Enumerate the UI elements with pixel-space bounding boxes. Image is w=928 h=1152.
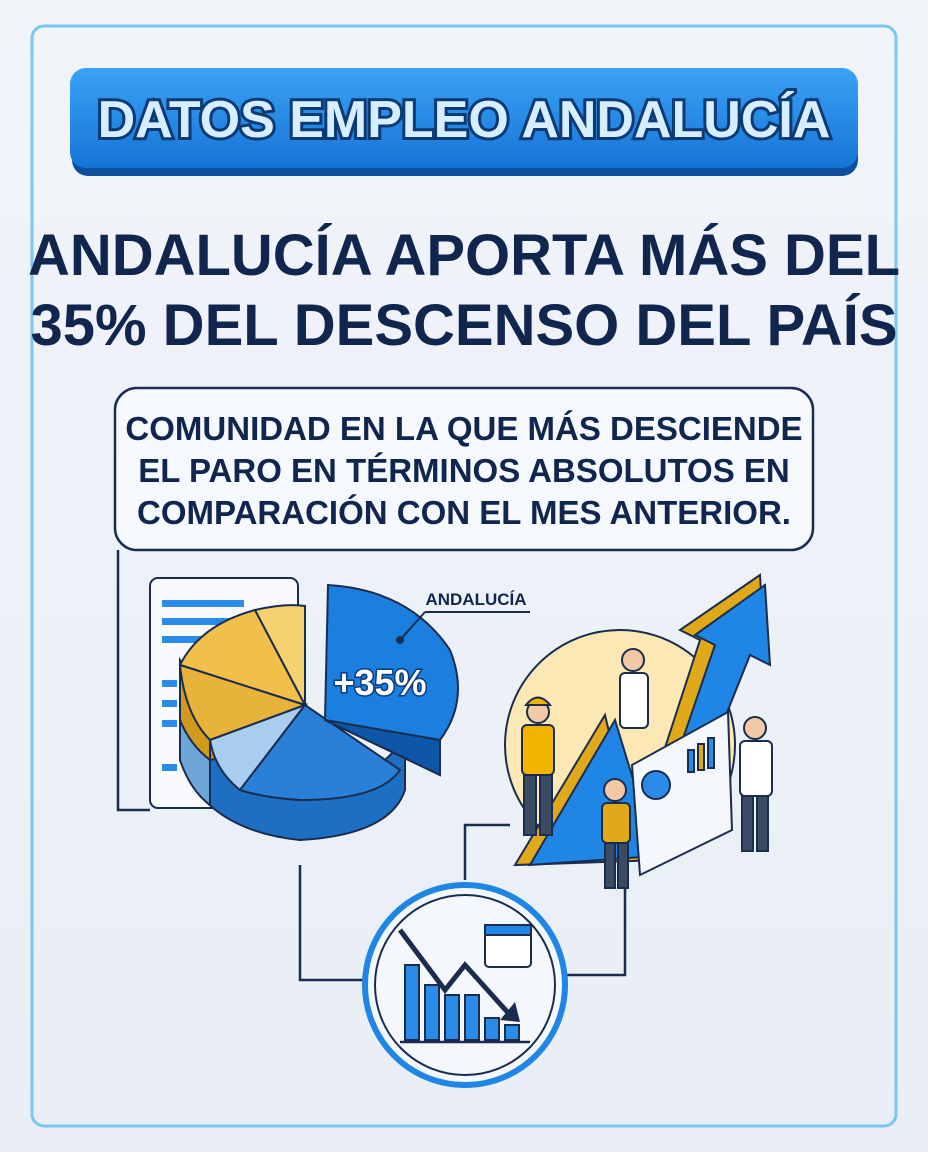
- calendar-header: [484, 924, 532, 936]
- label-leader: [399, 611, 426, 641]
- trend-icon-circle: [362, 882, 568, 1088]
- trend-icon-ring: [374, 894, 556, 1076]
- callout-line: COMUNIDAD EN LA QUE MÁS DESCIENDE: [125, 410, 802, 447]
- callout-box: [113, 386, 815, 552]
- share-label: +35%: [333, 662, 426, 703]
- people: [521, 648, 773, 889]
- region-label: ANDALUCÍA: [425, 590, 526, 609]
- document-lines: [162, 600, 262, 771]
- trend-icon-line: [398, 928, 512, 1017]
- callout-line: EL PARO EN TÉRMINOS ABSOLUTOS EN: [138, 452, 790, 489]
- banner: [70, 68, 858, 168]
- trend-icon-bars: [404, 964, 520, 1041]
- pie-chart: [178, 583, 459, 842]
- banner-title: DATOS EMPLEO ANDALUCÍA: [98, 91, 831, 149]
- headline-line: ANDALUCÍA APORTA MÁS DEL: [28, 223, 900, 288]
- trend-icon-arrowhead: [500, 1002, 520, 1022]
- frame: [30, 24, 898, 1128]
- callout-line: COMPARACIÓN CON EL MES ANTERIOR.: [137, 494, 791, 531]
- label-dot: [396, 636, 404, 644]
- headline-line: 35% DEL DESCENSO DEL PAÍS: [30, 293, 897, 358]
- connectors: [116, 550, 627, 982]
